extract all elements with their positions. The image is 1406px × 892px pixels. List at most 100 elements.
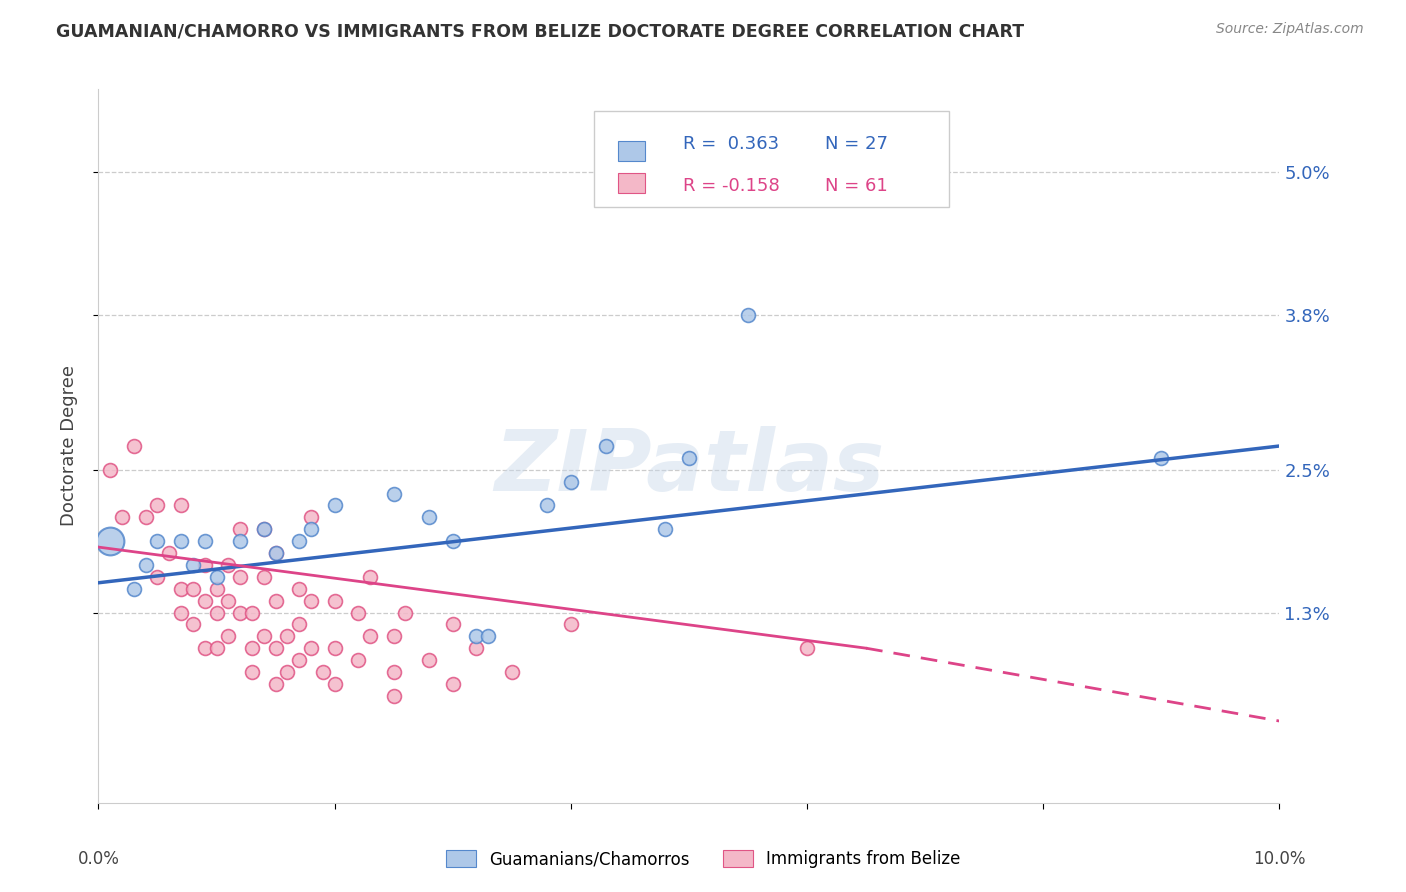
Point xyxy=(264,677,287,691)
Point xyxy=(323,677,346,691)
Point xyxy=(229,522,252,536)
Point xyxy=(465,641,488,656)
Point xyxy=(181,558,204,572)
Point xyxy=(170,499,193,513)
Point xyxy=(299,593,322,607)
Text: 10.0%: 10.0% xyxy=(1253,850,1306,869)
Point xyxy=(418,510,440,524)
Point xyxy=(382,689,405,703)
Point xyxy=(264,546,287,560)
Point xyxy=(560,617,582,632)
Point xyxy=(240,641,263,656)
Point xyxy=(181,582,204,596)
Point xyxy=(654,522,676,536)
Bar xyxy=(619,141,644,161)
Point xyxy=(359,570,381,584)
Point xyxy=(394,606,416,620)
Point xyxy=(678,450,700,465)
Text: R =  0.363: R = 0.363 xyxy=(683,135,779,153)
Point xyxy=(276,665,298,679)
Y-axis label: Doctorate Degree: Doctorate Degree xyxy=(59,366,77,526)
Point xyxy=(253,629,276,643)
Point xyxy=(98,463,121,477)
Text: GUAMANIAN/CHAMORRO VS IMMIGRANTS FROM BELIZE DOCTORATE DEGREE CORRELATION CHART: GUAMANIAN/CHAMORRO VS IMMIGRANTS FROM BE… xyxy=(56,22,1025,40)
Point xyxy=(264,546,287,560)
Point xyxy=(205,641,228,656)
Point xyxy=(194,534,217,549)
Point xyxy=(229,570,252,584)
Point xyxy=(299,510,322,524)
Point xyxy=(477,629,499,643)
FancyBboxPatch shape xyxy=(595,111,949,207)
Point xyxy=(418,653,440,667)
Point xyxy=(796,641,818,656)
Point xyxy=(501,665,523,679)
Point xyxy=(536,499,558,513)
Point xyxy=(276,629,298,643)
Point xyxy=(217,629,239,643)
Point xyxy=(240,606,263,620)
Point xyxy=(217,593,239,607)
Point xyxy=(135,558,157,572)
Point xyxy=(146,534,169,549)
Point xyxy=(217,558,239,572)
Text: Source: ZipAtlas.com: Source: ZipAtlas.com xyxy=(1216,22,1364,37)
Point xyxy=(560,475,582,489)
Point xyxy=(122,439,145,453)
Text: 0.0%: 0.0% xyxy=(77,850,120,869)
Point xyxy=(135,510,157,524)
Point xyxy=(170,534,193,549)
Point xyxy=(157,546,180,560)
Point xyxy=(170,606,193,620)
Point xyxy=(737,308,759,322)
Point xyxy=(240,665,263,679)
Point xyxy=(382,665,405,679)
Point xyxy=(170,582,193,596)
Point xyxy=(323,593,346,607)
Point xyxy=(312,665,335,679)
Point xyxy=(382,629,405,643)
Point xyxy=(194,558,217,572)
Point xyxy=(347,653,370,667)
Point xyxy=(253,522,276,536)
Point xyxy=(441,534,464,549)
Point xyxy=(288,534,311,549)
Point xyxy=(288,617,311,632)
Text: N = 61: N = 61 xyxy=(825,178,887,195)
Legend: Guamanians/Chamorros, Immigrants from Belize: Guamanians/Chamorros, Immigrants from Be… xyxy=(439,843,967,875)
Point xyxy=(229,534,252,549)
Point xyxy=(595,439,617,453)
Point xyxy=(299,522,322,536)
Text: N = 27: N = 27 xyxy=(825,135,887,153)
Text: ZIPatlas: ZIPatlas xyxy=(494,425,884,509)
Point xyxy=(205,570,228,584)
Point xyxy=(359,629,381,643)
Point xyxy=(264,593,287,607)
Point xyxy=(288,582,311,596)
Point xyxy=(288,653,311,667)
Point xyxy=(1150,450,1173,465)
Point xyxy=(194,641,217,656)
Point xyxy=(441,617,464,632)
Point xyxy=(323,641,346,656)
Point xyxy=(323,499,346,513)
Point xyxy=(205,582,228,596)
Point xyxy=(122,582,145,596)
Point xyxy=(264,641,287,656)
Point xyxy=(98,534,121,549)
Point xyxy=(194,593,217,607)
Point xyxy=(205,606,228,620)
Point xyxy=(785,189,807,203)
Point xyxy=(441,677,464,691)
Point xyxy=(347,606,370,620)
Point xyxy=(181,617,204,632)
Point xyxy=(465,629,488,643)
Point xyxy=(146,570,169,584)
Point xyxy=(382,486,405,500)
Point xyxy=(253,570,276,584)
Text: R = -0.158: R = -0.158 xyxy=(683,178,780,195)
Point xyxy=(299,641,322,656)
Point xyxy=(111,510,134,524)
Point xyxy=(146,499,169,513)
Bar xyxy=(619,173,644,194)
